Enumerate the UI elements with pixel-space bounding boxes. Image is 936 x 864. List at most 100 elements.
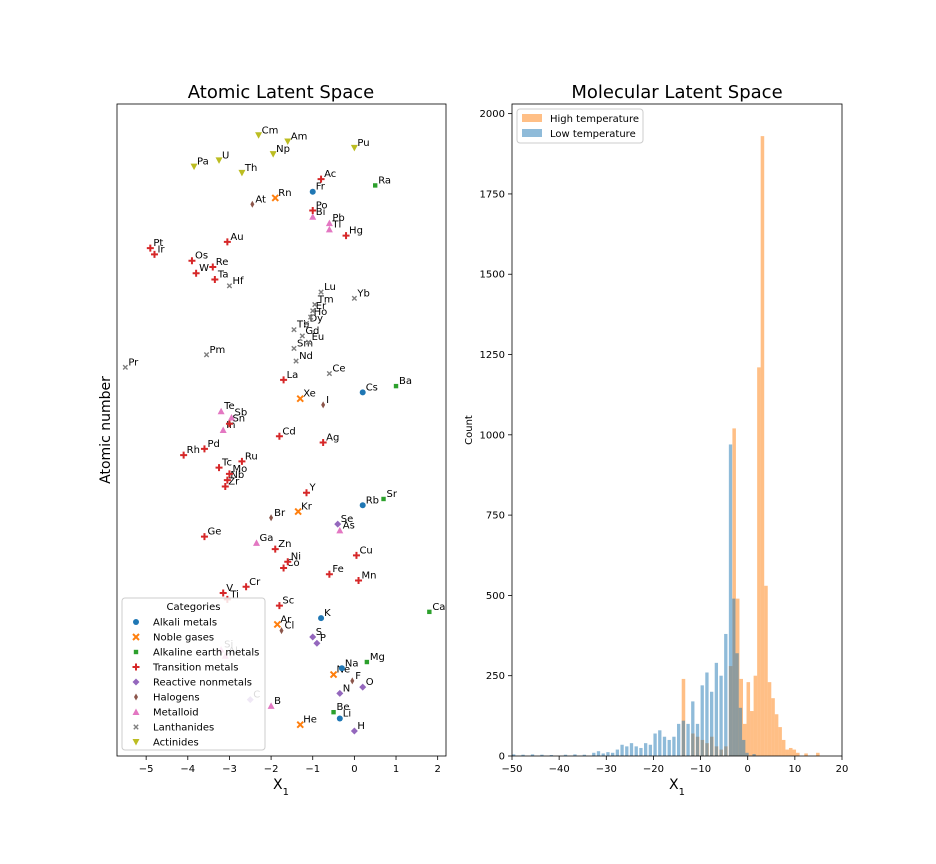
element-label-sb: Sb: [235, 407, 248, 418]
right-axes-frame: [511, 103, 843, 757]
point-mn: [355, 577, 363, 584]
legend-marker-transition-metals: [132, 663, 140, 671]
right-y-tick-label: 1250: [480, 350, 505, 361]
element-label-rn: Rn: [278, 188, 291, 199]
point-tm: [312, 301, 318, 308]
right-x-ticks: −50 −40 −30 −20 −10 0 10 20: [501, 756, 848, 775]
point-tl: [325, 225, 333, 233]
point-lu: [318, 289, 324, 295]
element-label-ge: Ge: [207, 527, 221, 538]
point-ir: [150, 250, 158, 258]
hist-bar-low-temp: [745, 752, 749, 756]
element-label-h: H: [357, 721, 365, 732]
element-label-pu: Pu: [357, 138, 369, 149]
element-label-cm: Cm: [262, 125, 279, 136]
element-label-tb: Tb: [296, 320, 309, 331]
hist-bar-low-temp: [549, 755, 554, 756]
legend-label-low-temperature: Low temperature: [550, 129, 636, 140]
element-label-in: In: [226, 420, 235, 431]
point-cm: [255, 132, 263, 139]
point-er: [310, 308, 316, 314]
element-label-cu: Cu: [359, 545, 372, 556]
hist-bar-low-temp: [563, 754, 568, 756]
left-legend-title: Categories: [167, 602, 221, 613]
point-te: [217, 407, 225, 415]
element-label-pa: Pa: [197, 157, 209, 168]
hist-bar-low-temp: [644, 743, 648, 756]
element-label-cl: Cl: [285, 621, 295, 632]
hist-bar-low-temp: [681, 720, 686, 756]
element-label-tm: Tm: [317, 295, 334, 306]
hist-bar-low-temp: [611, 752, 615, 756]
point-ta: [211, 276, 219, 283]
element-label-th: Th: [244, 163, 257, 174]
point-fe: [325, 570, 333, 578]
element-label-se: Se: [341, 514, 354, 525]
element-label-w: W: [199, 263, 209, 274]
point-ni: [284, 558, 292, 566]
point-in: [219, 426, 227, 433]
element-label-fr: Fr: [316, 182, 326, 193]
element-label-ti: Ti: [229, 589, 239, 600]
point-cu: [352, 551, 360, 559]
hist-bar-low-temp: [672, 736, 676, 756]
left-x-tick-label: −2: [264, 764, 279, 775]
right-y-tick-label: 0: [499, 752, 505, 763]
point-n: [336, 689, 344, 697]
point-tc: [215, 464, 223, 472]
right-x-tick-label: −50: [501, 764, 522, 775]
hist-bar-low-temp: [530, 754, 535, 756]
point-o: [359, 683, 367, 691]
hist-bar-high-temp: [681, 678, 686, 756]
element-label-ir: Ir: [157, 244, 165, 255]
point-ru: [238, 457, 246, 465]
element-label-pr: Pr: [128, 357, 139, 368]
legend-label-noble-gases: Noble gases: [153, 633, 214, 644]
point-na: [338, 665, 345, 672]
element-label-tl: Tl: [331, 219, 341, 230]
point-pr: [122, 364, 129, 370]
element-label-na: Na: [345, 658, 359, 669]
element-label-yb: Yb: [356, 288, 369, 299]
element-label-cd: Cd: [282, 426, 295, 437]
hist-bar-low-temp: [677, 723, 681, 756]
element-label-ag: Ag: [326, 433, 339, 444]
hist-bar-low-temp: [573, 754, 577, 756]
left-x-tick-label: −4: [180, 764, 195, 775]
hist-bar-low-temp: [738, 707, 743, 756]
element-label-ar: Ar: [280, 614, 292, 625]
element-label-u: U: [222, 150, 229, 161]
right-x-tick-label: −10: [690, 764, 711, 775]
point-ag: [319, 439, 327, 447]
hist-bar-high-temp: [771, 698, 775, 756]
element-label-sc: Sc: [282, 596, 294, 607]
element-label-ra: Ra: [378, 175, 391, 186]
point-mg: [364, 659, 370, 665]
element-label-y: Y: [308, 483, 316, 494]
point-sc: [275, 602, 283, 610]
legend-label-actinides: Actinides: [153, 738, 199, 749]
hist-bar-high-temp: [732, 428, 736, 756]
element-label-mg: Mg: [370, 652, 385, 663]
legend-marker-noble-gases: [132, 633, 140, 641]
left-legend-box: [121, 597, 266, 751]
left-scatter-points: HHeLiBeBCNOFNeNaMgAlSiPSClArKCaScTiVCrMn…: [122, 125, 445, 735]
left-x-tick-label: 0: [351, 764, 357, 775]
hist-bar-low-temp: [653, 733, 657, 756]
element-label-kr: Kr: [301, 502, 313, 513]
point-k: [318, 615, 325, 622]
hist-bar-low-temp: [728, 444, 733, 756]
legend-marker-reactive-nonmetals: [132, 678, 140, 686]
hist-bar-low-temp: [521, 754, 525, 756]
hist-bar-low-temp: [662, 736, 667, 756]
point-sr: [381, 496, 386, 502]
hist-bar-high-temp: [774, 714, 779, 756]
point-v: [219, 589, 227, 597]
left-x-tick-label: −1: [305, 764, 320, 775]
point-bi: [309, 213, 317, 220]
element-label-pm: Pm: [210, 345, 226, 356]
legend-label-lanthanides: Lanthanides: [153, 723, 214, 734]
hist-bar-low-temp: [695, 723, 700, 756]
element-label-zr: Zr: [228, 476, 240, 487]
point-po: [309, 207, 317, 215]
